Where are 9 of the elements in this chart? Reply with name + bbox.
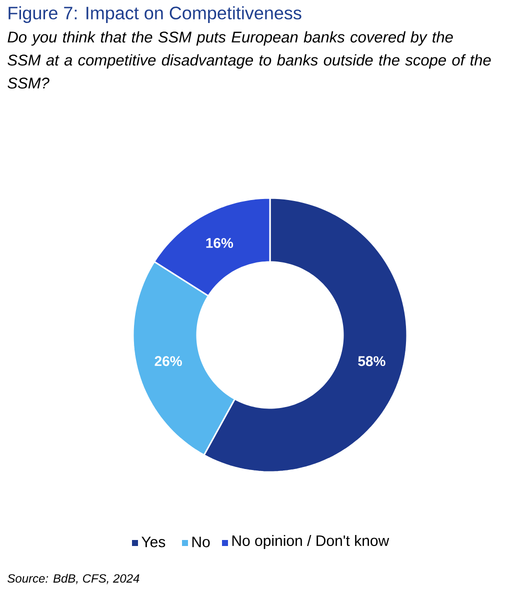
source-note: Source: BdB, CFS, 2024 <box>8 574 140 584</box>
chart-subtitle: Do you think that the SSM puts European banks covered by the SSM at a competitive disadvantage to banks outside the scope of the SSM? <box>8 31 491 89</box>
data-label: 58% <box>358 356 386 366</box>
legend-label: No <box>192 536 210 548</box>
legend-label: Yes <box>142 536 166 548</box>
legend-label: No opinion / Don't know <box>232 535 390 549</box>
data-label: 26% <box>154 356 182 366</box>
data-label: 16% <box>206 238 234 248</box>
chart-title: Figure 7: Impact on Competitiveness <box>8 6 302 23</box>
